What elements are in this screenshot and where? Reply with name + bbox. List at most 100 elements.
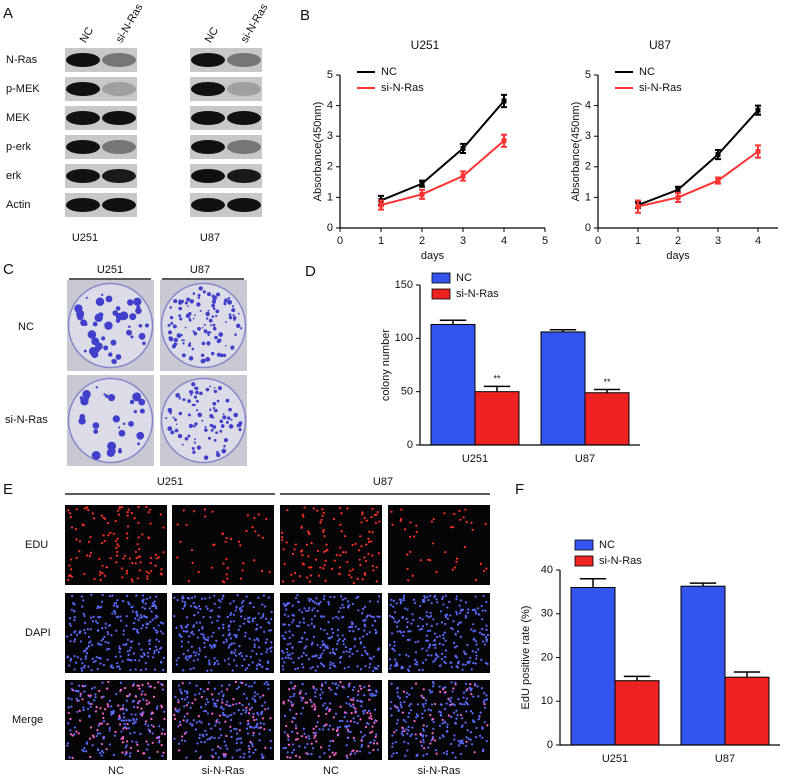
cell (328, 666, 332, 670)
cell (183, 605, 186, 608)
cell (301, 549, 304, 552)
cell (110, 664, 113, 667)
cell (139, 561, 142, 564)
colony (87, 330, 97, 339)
colony (128, 325, 131, 329)
cell (306, 576, 309, 579)
cell (468, 686, 471, 689)
cell (366, 721, 369, 725)
cell (95, 734, 98, 738)
y-tick-label: 30 (541, 608, 553, 620)
cell (107, 624, 111, 627)
cell (421, 716, 424, 720)
cell (352, 581, 355, 585)
cell (320, 615, 323, 619)
cell (457, 744, 461, 747)
cell (429, 709, 433, 712)
cell (406, 732, 409, 735)
cell (108, 699, 111, 702)
cell (174, 709, 178, 712)
cell (438, 635, 441, 638)
cell (156, 750, 159, 753)
condition-label: si-N-Ras (202, 765, 245, 777)
cell (457, 623, 460, 626)
cell (402, 596, 405, 599)
cell (114, 519, 117, 523)
cell (471, 528, 474, 532)
cell (259, 696, 262, 699)
cell (421, 735, 425, 738)
cell (434, 643, 437, 647)
cell (261, 536, 265, 539)
cell (90, 643, 94, 647)
cell (396, 691, 399, 694)
cell (346, 728, 349, 731)
colony (203, 323, 206, 326)
colony (227, 297, 231, 300)
cell (180, 640, 184, 643)
cell (422, 738, 425, 741)
cell (450, 703, 453, 706)
colony (187, 305, 189, 307)
cell (436, 636, 439, 639)
colony (218, 332, 224, 337)
cell (306, 742, 309, 746)
cell (100, 643, 103, 646)
x-tick-label: U87 (575, 453, 595, 465)
cell (186, 596, 189, 600)
cell (101, 712, 105, 715)
cell (190, 596, 194, 600)
cell (291, 613, 294, 616)
cell (334, 682, 338, 685)
cell (330, 688, 333, 692)
colony (198, 286, 203, 291)
cell (349, 705, 352, 708)
legend-swatch (574, 539, 594, 551)
cell (126, 532, 129, 535)
marker (715, 178, 721, 184)
cell (261, 710, 264, 713)
cell (231, 756, 234, 759)
cell (177, 698, 180, 702)
cell (104, 622, 107, 625)
cell (474, 612, 478, 615)
cell (153, 668, 157, 671)
cell (257, 534, 260, 537)
colony (197, 412, 203, 418)
cell (70, 682, 73, 685)
cell (286, 756, 289, 759)
cell (444, 622, 447, 626)
cell (100, 742, 104, 746)
cell (122, 633, 125, 636)
cell (225, 703, 228, 706)
cell (114, 612, 117, 615)
cell (465, 702, 468, 705)
cell (222, 753, 225, 756)
cell (302, 697, 305, 700)
colony (205, 311, 210, 317)
cell (430, 602, 433, 605)
cell (89, 551, 93, 554)
cell (407, 579, 410, 582)
cell (249, 740, 252, 743)
cell (292, 748, 296, 752)
cell (439, 711, 443, 714)
cell (132, 682, 135, 685)
cell (337, 684, 340, 687)
cell (284, 747, 287, 750)
cell (282, 746, 285, 750)
y-tick-label: 0 (585, 222, 591, 234)
cell (177, 701, 180, 704)
colony (92, 321, 98, 327)
cell (334, 752, 337, 755)
cell (314, 691, 317, 694)
cell (393, 611, 397, 614)
cell (251, 697, 254, 700)
cell (399, 701, 402, 704)
marker (378, 202, 384, 208)
cell (294, 724, 297, 727)
cell (199, 607, 202, 611)
cell (110, 705, 113, 708)
cell (229, 611, 233, 615)
cell (477, 613, 480, 616)
